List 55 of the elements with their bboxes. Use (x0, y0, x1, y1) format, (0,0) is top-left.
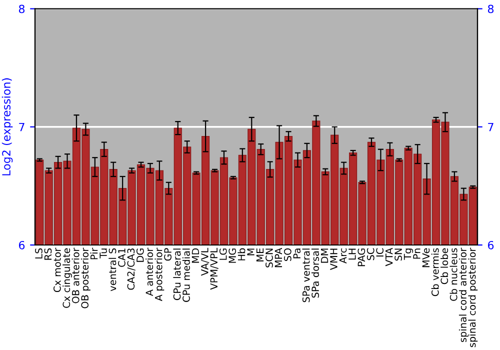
x-tick-label: Pa (293, 248, 301, 258)
x-tick-label: SO (284, 248, 292, 261)
x-tick-label: SC (366, 248, 374, 260)
x-tick-label: CPu medial (182, 248, 190, 302)
x-tick-label: LS (35, 248, 42, 258)
x-tick-label: A anterior (146, 248, 154, 296)
x-tick-label: ventral S (108, 248, 116, 292)
y-tick-label: 6 (18, 240, 25, 250)
x-tick-label: DM (320, 248, 328, 263)
x-tick-label: Cx cingulate (62, 248, 72, 308)
x-tick-label: VA/VL (201, 248, 210, 276)
y-tick-label: 7 (19, 122, 24, 132)
x-tick-label: CA1 (118, 248, 126, 267)
x-tick-label: Pir (90, 248, 98, 260)
y2-tick-label: 8 (488, 4, 494, 14)
y2-tick-label: 7 (488, 122, 494, 132)
x-tick-label: A posterior (154, 248, 164, 302)
y-axis-title: Log2 (expression) (2, 78, 13, 176)
x-tick-label: Pn (413, 248, 420, 259)
y-tick-label: 8 (18, 4, 25, 14)
y2-tick-label: 6 (488, 240, 494, 250)
x-tick-label: SPa ventral (302, 248, 310, 302)
x-tick-label: SCN (266, 248, 273, 268)
x-tick-label: Hb (238, 248, 246, 260)
x-tick-label: Tg (404, 248, 414, 260)
x-tick-label: OB anterior (72, 248, 80, 304)
x-tick-label: DG (136, 248, 144, 262)
x-tick-label: VMH (330, 248, 338, 270)
x-tick-label: spinal cord anterior (458, 248, 468, 342)
x-tick-label: Arc (339, 248, 347, 264)
x-tick-label: Cb vermis (431, 248, 439, 296)
x-tick-label: ME (256, 248, 264, 262)
x-tick-label: CA2/CA3 (127, 248, 136, 290)
x-tick-label: MG (228, 248, 236, 263)
x-tick-label: spinal cord posterior (468, 248, 478, 348)
x-tick-label: M (247, 248, 254, 256)
x-tick-label: SPa dorsal (311, 248, 319, 298)
x-tick-label: Tu (100, 248, 107, 258)
x-tick-label: RS (44, 248, 52, 260)
x-tick-label: Cx motor (54, 248, 61, 292)
x-tick-label: OB posterior (81, 248, 90, 308)
x-tick-label: Cb lobe (440, 248, 448, 284)
x-tick-label: Cb nucleus (450, 248, 458, 301)
x-tick-label: PAG (358, 248, 366, 266)
x-tick-label: GP (164, 248, 172, 261)
x-tick-label: MPA (274, 248, 282, 268)
x-tick-label: MVe (422, 248, 430, 268)
x-tick-label: LH (348, 248, 356, 260)
x-tick-label: SN (394, 248, 402, 261)
x-tick-label: LG (219, 248, 227, 260)
x-tick-label: CPu lateral (173, 248, 181, 300)
x-tick-label: VPM/VPL (210, 248, 218, 290)
x-tick-label: VTA (386, 248, 393, 266)
x-tick-label: MD (192, 248, 200, 263)
x-tick-label: IC (376, 248, 384, 256)
